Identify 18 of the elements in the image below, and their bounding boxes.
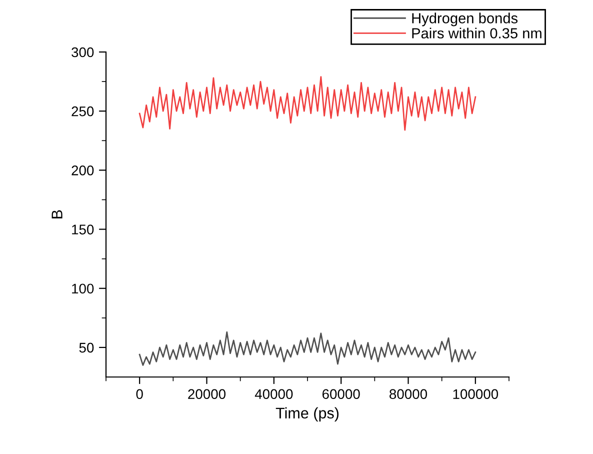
line-series [138,331,476,366]
y-tick-label: 150 [72,224,94,234]
y-tick-label: 50 [79,342,94,353]
legend-label: Pairs within 0.35 nm [412,28,542,38]
x-tick-label: 80000 [390,389,428,400]
x-tick-label: 0 [136,389,143,400]
x-tick-label: 40000 [254,389,293,400]
y-tick-label: 250 [72,106,94,116]
y-tick-label: 100 [72,284,94,294]
legend-label: Hydrogen bonds [412,12,518,26]
y-axis-title: B [52,210,62,218]
y-tick-label: 300 [72,47,94,58]
x-axis-title: Time (ps) [276,407,339,422]
x-tick-label: 60000 [322,389,360,400]
x-tick-label: 100000 [453,389,498,400]
x-tick-label: 20000 [188,389,226,400]
y-tick-label: 200 [72,166,94,176]
line-series [138,76,476,131]
